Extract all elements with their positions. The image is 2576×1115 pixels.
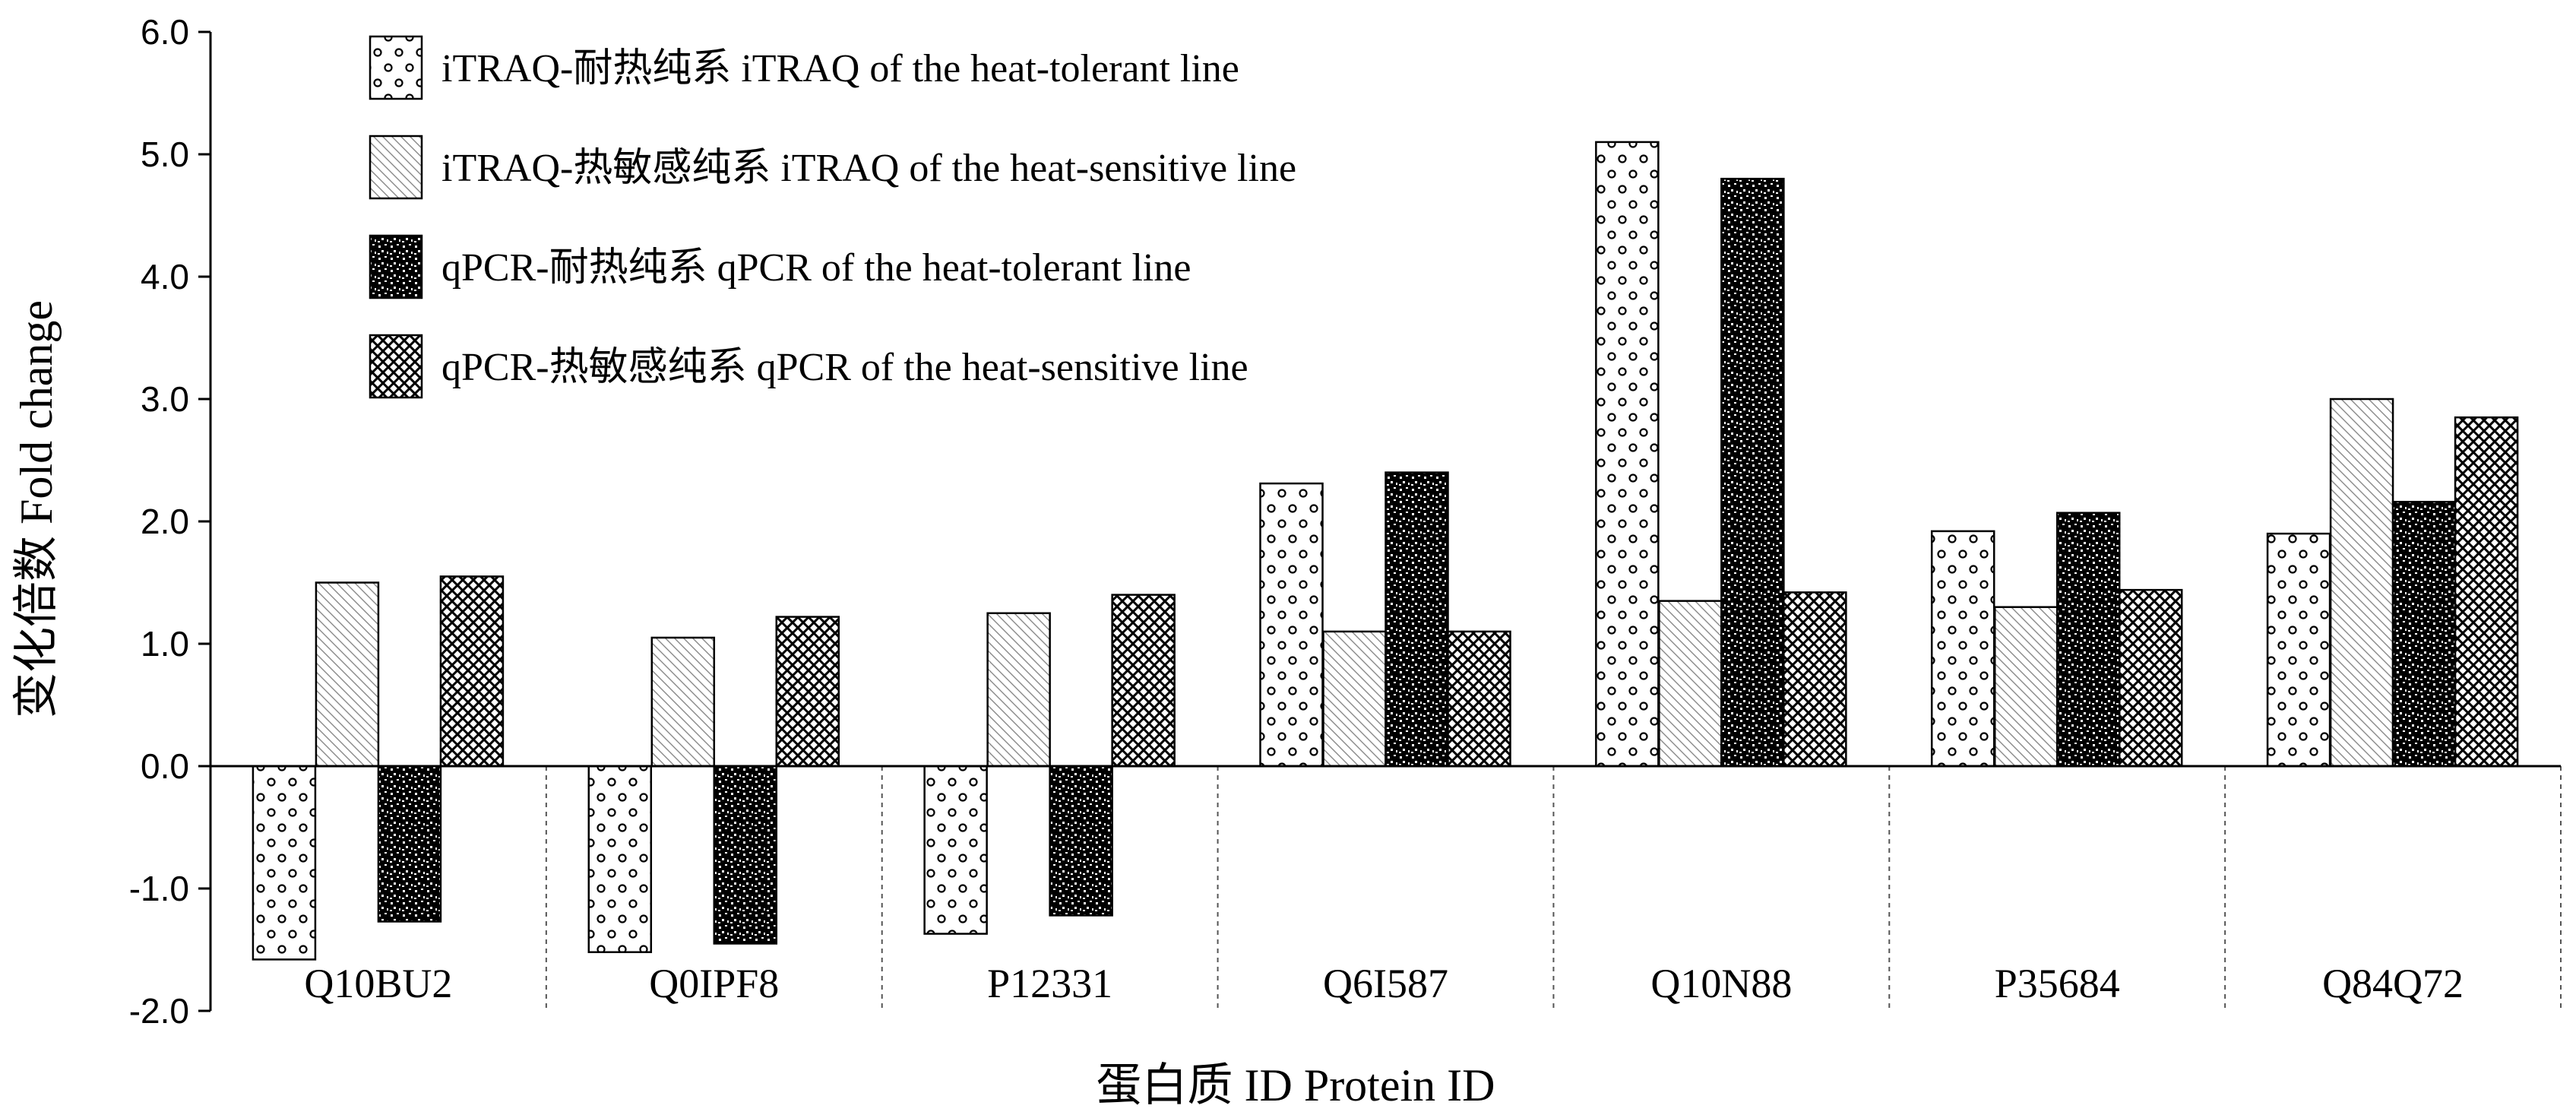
legend-swatch-crosshatch	[369, 334, 423, 399]
bar-dense	[2055, 512, 2121, 768]
x-axis-title: 蛋白质 ID Protein ID	[1097, 1060, 1495, 1110]
y-tick-label: 6.0	[141, 12, 189, 52]
x-tick-label: Q10N88	[1650, 961, 1792, 1006]
bar-crosshatch	[1783, 591, 1847, 768]
legend-swatch-dense	[369, 234, 423, 299]
bar-dense	[377, 765, 442, 923]
plot-area: -2.0 -1.0 0.0 1.0 2.0 3.0 4.0 5.0 6.0 Q10BU2 Q0IPF…	[129, 12, 2562, 1031]
bar-diagonal	[650, 636, 716, 768]
bar-crosshatch	[775, 616, 840, 768]
x-tick-label: Q84Q72	[2322, 961, 2464, 1006]
y-tick-label: -2.0	[129, 991, 189, 1031]
y-tick-label: 0.0	[141, 746, 189, 786]
bar-diagonal	[315, 581, 380, 768]
bar-dense	[2391, 500, 2457, 768]
y-tick-label: 2.0	[141, 502, 189, 541]
bar-circles	[1595, 141, 1660, 768]
bar-dense	[1385, 471, 1449, 768]
bar-diagonal	[1658, 600, 1723, 768]
x-tick-label: P35684	[1995, 961, 2120, 1006]
bar-circles	[1930, 530, 1995, 768]
y-tick-label: 4.0	[141, 257, 189, 296]
bar-dense	[1720, 177, 1785, 768]
bar-diagonal	[1993, 606, 2059, 768]
bar-diagonal	[1322, 630, 1387, 768]
bar-diagonal	[986, 612, 1051, 768]
y-axis-title: 变化倍数 Fold change	[11, 300, 62, 718]
legend-swatch-circles	[369, 35, 423, 100]
bar-dense	[1049, 765, 1113, 917]
bar-circles	[2266, 532, 2331, 768]
legend-label: iTRAQ-耐热纯系 iTRAQ of the heat-tolerant li…	[441, 47, 1239, 90]
y-tick-label: -1.0	[129, 869, 189, 908]
bar-diagonal	[2329, 398, 2394, 768]
legend: iTRAQ-耐热纯系 iTRAQ of the heat-tolerant li…	[369, 35, 1296, 399]
bar-crosshatch	[2118, 588, 2183, 768]
y-tick-label: 3.0	[141, 379, 189, 419]
legend-label: qPCR-耐热纯系 qPCR of the heat-tolerant line	[441, 246, 1191, 290]
bar-crosshatch	[439, 575, 505, 768]
legend-label: iTRAQ-热敏感纯系 iTRAQ of the heat-sensitive …	[441, 147, 1296, 190]
bar-crosshatch	[1111, 594, 1176, 768]
y-tick-label: 1.0	[141, 624, 189, 664]
x-tick-label: Q6I587	[1323, 961, 1448, 1006]
y-tick-label: 5.0	[141, 135, 189, 174]
bar-circles	[587, 765, 653, 953]
bar-circles	[1259, 482, 1324, 768]
bar-crosshatch	[2454, 416, 2519, 768]
legend-label: qPCR-热敏感纯系 qPCR of the heat-sensitive li…	[441, 346, 1248, 389]
bar-crosshatch	[1447, 630, 1511, 768]
x-tick-label: Q0IPF8	[649, 961, 779, 1006]
bar-dense	[713, 765, 778, 945]
bar-circles	[252, 765, 317, 961]
x-tick-label: Q10BU2	[304, 961, 452, 1006]
legend-swatch-diagonal	[369, 135, 423, 200]
bar-circles	[923, 765, 988, 935]
x-tick-label: P12331	[987, 961, 1112, 1006]
